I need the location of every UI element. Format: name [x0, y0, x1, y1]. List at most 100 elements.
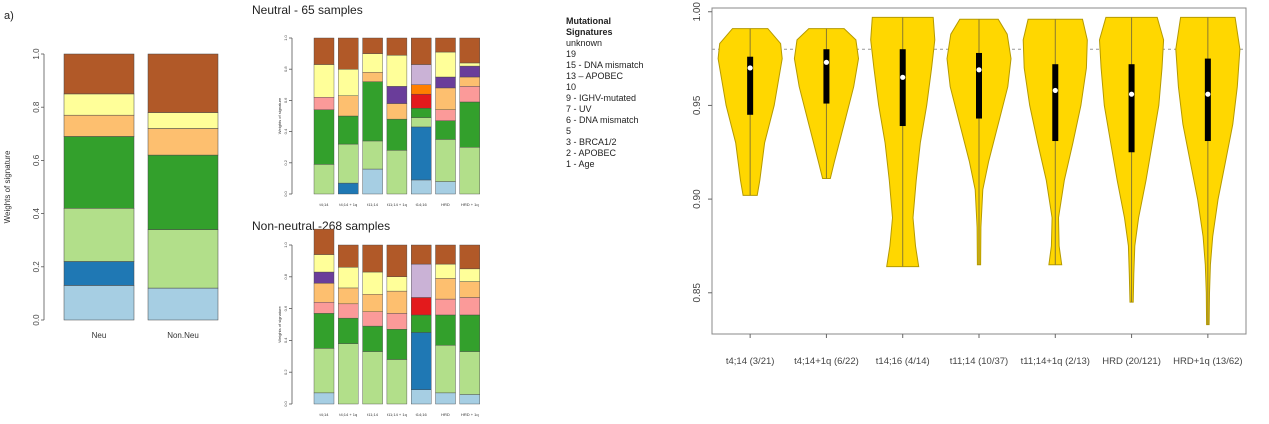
bar-segment — [362, 72, 383, 82]
nonneutral-stacked-bar-chart: Non-neutral -268 samples 0.0 0.2 0.4 0.6 0.8 1… — [252, 219, 480, 417]
bar-segment — [459, 314, 480, 352]
violin-iqr-box — [1052, 64, 1059, 142]
violin-iqr-box — [899, 49, 906, 127]
neutral-y-tick-label: 0.2 — [283, 159, 288, 165]
bar-segment — [386, 54, 408, 87]
bar-segment — [386, 290, 408, 314]
signature-legend: Mutational Signatures unknown 19 15 - DNA … — [566, 16, 644, 170]
bar-segment — [63, 136, 135, 209]
bar-segment — [459, 394, 480, 405]
bar-segment — [362, 37, 383, 54]
main-y-tick-label: 0.8 — [32, 101, 41, 113]
bar-segment — [338, 37, 359, 70]
bar-segment — [362, 53, 383, 73]
neutral-x-tick-label: HRD — [441, 202, 450, 207]
bar-segment — [435, 314, 456, 346]
bar-segment — [313, 271, 335, 284]
nonneutral-x-tick-label: HRD — [441, 412, 450, 417]
violin-x-tick-label: HRD (20/121) — [1102, 356, 1161, 367]
bar-segment — [313, 392, 335, 405]
violin-iqr-box — [976, 52, 982, 119]
bar-segment — [435, 109, 456, 121]
bar-segment — [338, 95, 359, 117]
bar-segment — [411, 297, 432, 316]
neutral-y-tick-label: 0.6 — [283, 97, 288, 103]
bar-segment — [313, 97, 335, 110]
bar-segment — [313, 254, 335, 273]
nonneutral-y-tick-label: 0.6 — [283, 305, 288, 311]
bar-segment — [411, 37, 432, 65]
bar-segment — [459, 146, 480, 195]
bar-segment — [338, 68, 359, 96]
nonneutral-x-tick-label: t4;14 + 1q — [339, 412, 357, 417]
violin-iqr-box — [823, 49, 830, 104]
bar-segment — [411, 64, 432, 85]
legend-item: 9 - IGHV-mutated — [566, 93, 637, 103]
bar-segment — [338, 267, 359, 289]
bar-segment — [411, 93, 432, 109]
violin-x-tick-label: t11;14+1q (2/13) — [1021, 356, 1090, 367]
main-y-tick-label: 0.6 — [32, 154, 41, 166]
bar-segment — [147, 112, 219, 129]
bar-segment — [435, 120, 456, 140]
bar-segment — [362, 351, 383, 405]
violin-x-tick-label: t11;14 (10/37) — [950, 356, 1008, 367]
nonneutral-y-tick-label: 0.0 — [283, 400, 288, 406]
bar-segment — [411, 263, 432, 298]
violin-x-tick-label: t4;14+1q (6/22) — [794, 356, 859, 367]
nonneutral-y-tick-label: 0.4 — [283, 337, 288, 343]
bar-segment — [147, 287, 219, 321]
bar-segment — [147, 229, 219, 289]
bar-segment — [435, 51, 456, 78]
bar-segment — [63, 93, 135, 116]
bar-segment — [411, 84, 432, 95]
nonneutral-y-tick-label: 0.2 — [283, 369, 288, 375]
legend-item: 2 - APOBEC — [566, 148, 617, 158]
nonneutral-ylabel: Weights of signature — [277, 306, 282, 343]
violin-median-dot — [1128, 91, 1135, 97]
bar-segment — [362, 168, 383, 195]
bar-segment — [459, 37, 480, 64]
neutral-x-tick-label: t4;14 + 1q — [339, 202, 357, 207]
bar-segment — [435, 392, 456, 405]
bar-segment — [459, 297, 480, 316]
bar-segment — [386, 118, 408, 151]
legend-item: 19 — [566, 49, 577, 59]
main-ylabel: Weights of signature — [3, 150, 12, 223]
bar-segment — [386, 150, 408, 195]
legend-item: 1 - Age — [566, 159, 595, 169]
violin-median-dot — [1052, 87, 1058, 94]
bar-segment — [459, 65, 480, 78]
legend-item: 3 - BRCA1/2 — [566, 137, 617, 147]
bar-segment — [459, 101, 480, 148]
nonneutral-y-tick-label: 0.8 — [283, 273, 288, 279]
legend-item: 10 — [566, 82, 577, 92]
bar-segment — [338, 303, 359, 319]
bar-segment — [411, 389, 432, 405]
violin-iqr-box — [1204, 58, 1211, 142]
bar-segment — [386, 313, 408, 330]
bar-segment — [63, 261, 135, 286]
nonneutral-x-tick-label: t4;14 — [320, 412, 330, 417]
bar-segment — [362, 271, 383, 295]
violin-y-tick-label: 0.95 — [692, 95, 703, 115]
bar-segment — [386, 86, 408, 104]
neutral-title: Neutral - 65 samples — [252, 3, 363, 17]
main-y-tick-label: 0.2 — [32, 261, 41, 273]
nonneutral-x-tick-label: t11;14 + 1q — [387, 412, 407, 417]
bar-segment — [411, 244, 432, 265]
neutral-stacked-bar-chart: Neutral - 65 samples 0.0 0.2 0.4 0.6 0.8 1.0 We… — [252, 3, 480, 207]
nonneutral-x-tick-label: t14;16 — [416, 412, 428, 417]
legend-item: 6 - DNA mismatch — [566, 115, 639, 125]
bar-segment — [411, 107, 432, 118]
legend-item: 15 - DNA mismatch — [566, 60, 644, 70]
bar-segment — [147, 154, 219, 230]
bar-segment — [459, 244, 480, 270]
main-y-tick-label: 1.0 — [32, 48, 41, 60]
bar-segment — [435, 298, 456, 316]
neutral-x-tick-label: t14;16 — [416, 202, 428, 207]
bar-segment — [435, 278, 456, 300]
bar-segment — [313, 282, 335, 303]
violin-x-tick-label: t14;16 (4/14) — [876, 356, 930, 367]
nonneutral-x-tick-label: t11;14 — [367, 412, 379, 417]
